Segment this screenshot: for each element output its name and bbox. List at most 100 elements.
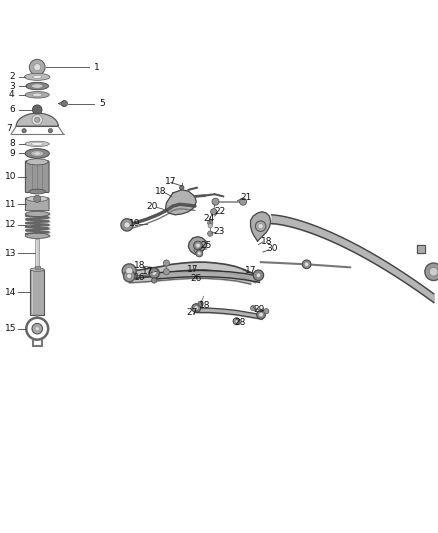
Circle shape bbox=[194, 241, 202, 250]
Circle shape bbox=[29, 59, 45, 75]
Ellipse shape bbox=[31, 151, 44, 156]
Text: 1: 1 bbox=[93, 63, 99, 72]
Text: 17: 17 bbox=[165, 176, 177, 185]
Circle shape bbox=[127, 273, 132, 279]
Text: 25: 25 bbox=[200, 241, 212, 250]
Text: 17: 17 bbox=[187, 264, 198, 273]
Circle shape bbox=[198, 301, 203, 306]
Circle shape bbox=[196, 243, 200, 248]
Ellipse shape bbox=[29, 189, 46, 194]
FancyBboxPatch shape bbox=[25, 161, 49, 192]
Circle shape bbox=[208, 223, 212, 228]
Text: 17: 17 bbox=[142, 267, 154, 276]
Text: 30: 30 bbox=[267, 245, 278, 254]
Text: 26: 26 bbox=[191, 274, 202, 283]
Circle shape bbox=[22, 128, 26, 133]
Circle shape bbox=[194, 306, 198, 310]
Text: 16: 16 bbox=[134, 273, 145, 282]
Polygon shape bbox=[166, 190, 196, 215]
Circle shape bbox=[180, 185, 184, 190]
Ellipse shape bbox=[25, 141, 49, 147]
Text: 27: 27 bbox=[186, 308, 198, 317]
Circle shape bbox=[425, 263, 438, 280]
Text: 29: 29 bbox=[254, 305, 265, 314]
Bar bbox=[30, 270, 44, 314]
Ellipse shape bbox=[25, 211, 49, 216]
Circle shape bbox=[192, 304, 201, 312]
Text: 12: 12 bbox=[5, 220, 17, 229]
Ellipse shape bbox=[30, 268, 44, 271]
Circle shape bbox=[208, 220, 213, 225]
Circle shape bbox=[152, 271, 156, 275]
Polygon shape bbox=[417, 246, 425, 253]
Circle shape bbox=[208, 231, 213, 236]
Text: 18: 18 bbox=[134, 261, 146, 270]
Ellipse shape bbox=[32, 93, 42, 96]
Circle shape bbox=[48, 128, 53, 133]
Text: 7: 7 bbox=[6, 124, 12, 133]
Ellipse shape bbox=[26, 196, 48, 201]
Text: 3: 3 bbox=[9, 82, 15, 91]
Circle shape bbox=[257, 310, 265, 319]
Circle shape bbox=[233, 318, 240, 325]
Text: 11: 11 bbox=[5, 200, 17, 209]
Circle shape bbox=[34, 64, 41, 71]
Circle shape bbox=[34, 195, 41, 203]
Circle shape bbox=[253, 270, 264, 280]
Circle shape bbox=[264, 309, 269, 314]
Circle shape bbox=[211, 209, 217, 215]
Polygon shape bbox=[188, 237, 207, 254]
Circle shape bbox=[235, 320, 238, 322]
Text: 22: 22 bbox=[214, 207, 226, 216]
Text: 28: 28 bbox=[234, 318, 246, 327]
Circle shape bbox=[255, 221, 266, 231]
Circle shape bbox=[429, 268, 438, 276]
Circle shape bbox=[121, 219, 133, 231]
Ellipse shape bbox=[26, 159, 48, 165]
Text: 21: 21 bbox=[240, 193, 252, 202]
Circle shape bbox=[196, 250, 203, 257]
Circle shape bbox=[256, 273, 261, 278]
Text: 13: 13 bbox=[5, 249, 17, 258]
Circle shape bbox=[251, 305, 256, 311]
Circle shape bbox=[32, 115, 42, 125]
Text: 19: 19 bbox=[129, 219, 141, 228]
Circle shape bbox=[163, 260, 170, 266]
Text: 8: 8 bbox=[9, 139, 15, 148]
Text: 17: 17 bbox=[245, 266, 256, 276]
Circle shape bbox=[152, 278, 157, 283]
Circle shape bbox=[163, 269, 170, 275]
Polygon shape bbox=[16, 113, 58, 126]
Circle shape bbox=[124, 270, 135, 282]
Text: 14: 14 bbox=[5, 288, 17, 297]
Ellipse shape bbox=[34, 152, 40, 155]
Circle shape bbox=[194, 247, 200, 253]
Text: 5: 5 bbox=[99, 99, 105, 108]
Circle shape bbox=[212, 198, 219, 205]
Circle shape bbox=[302, 260, 311, 269]
FancyBboxPatch shape bbox=[25, 198, 49, 211]
Text: 18: 18 bbox=[199, 301, 211, 310]
Text: 18: 18 bbox=[155, 187, 167, 196]
Circle shape bbox=[32, 324, 42, 334]
Circle shape bbox=[124, 222, 130, 228]
Text: 4: 4 bbox=[9, 90, 14, 99]
Text: 9: 9 bbox=[9, 149, 15, 158]
Text: 20: 20 bbox=[147, 201, 158, 211]
Bar bbox=[35, 239, 39, 268]
Ellipse shape bbox=[31, 142, 43, 146]
Text: 10: 10 bbox=[5, 172, 17, 181]
Circle shape bbox=[35, 327, 39, 331]
Circle shape bbox=[149, 268, 159, 278]
Circle shape bbox=[126, 268, 133, 274]
Circle shape bbox=[61, 101, 67, 107]
Circle shape bbox=[32, 105, 42, 115]
Ellipse shape bbox=[25, 92, 49, 98]
Text: 6: 6 bbox=[9, 105, 15, 114]
Circle shape bbox=[35, 117, 40, 123]
Circle shape bbox=[258, 223, 263, 229]
Circle shape bbox=[240, 198, 247, 205]
Text: 18: 18 bbox=[261, 237, 272, 246]
Ellipse shape bbox=[33, 75, 42, 78]
Ellipse shape bbox=[25, 74, 50, 80]
